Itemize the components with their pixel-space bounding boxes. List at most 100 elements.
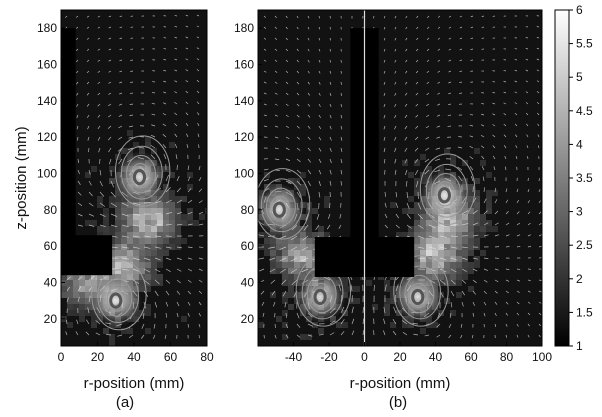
heatmap-cell — [384, 286, 390, 292]
heatmap-cell — [354, 286, 360, 292]
heatmap-cell — [169, 214, 175, 220]
heatmap-cell — [420, 220, 426, 226]
heatmap-cell — [450, 274, 456, 280]
heatmap-cell — [175, 226, 181, 232]
colorbar-tick-label: 5 — [576, 70, 583, 84]
y-tick-label: 100 — [37, 166, 57, 180]
heatmap-cell — [145, 238, 151, 244]
heatmap-cell — [151, 262, 157, 268]
heatmap-cell — [127, 238, 133, 244]
heatmap-cell — [336, 322, 342, 328]
heatmap-cell — [390, 202, 396, 208]
velocity-arrow — [470, 60, 473, 61]
heatmap-cell — [79, 316, 85, 322]
heatmap-cell — [121, 262, 127, 268]
velocity-arrow — [330, 16, 331, 18]
heatmap-cell — [426, 238, 432, 244]
y-tick-label: 80 — [44, 203, 58, 217]
heatmap-cell — [324, 202, 330, 208]
x-tick-label: 100 — [532, 350, 552, 364]
heatmap-cell — [300, 334, 306, 340]
heatmap-cell — [115, 220, 121, 226]
heatmap-cell — [432, 238, 438, 244]
heatmap-cell — [450, 244, 456, 250]
heatmap-cell — [139, 250, 145, 256]
heatmap-cell — [181, 196, 187, 202]
heatmap-cell — [67, 304, 73, 310]
colorbar-tick-label: 4 — [576, 137, 583, 151]
heatmap-cell — [169, 232, 175, 238]
heatmap-cell — [270, 250, 276, 256]
heatmap-cell — [480, 220, 486, 226]
colorbar-tick-label: 5.5 — [576, 37, 593, 51]
colorbar-tick-label: 4.5 — [576, 104, 593, 118]
y-tick-label: 60 — [241, 239, 255, 253]
heatmap-cell — [486, 196, 492, 202]
heatmap-cell — [450, 226, 456, 232]
y-tick-label: 140 — [37, 94, 57, 108]
heatmap-cell — [438, 274, 444, 280]
heatmap-cell — [163, 232, 169, 238]
heatmap-cell — [127, 130, 133, 136]
heatmap-cell — [420, 250, 426, 256]
heatmap-cell — [462, 232, 468, 238]
heatmap-cell — [67, 310, 73, 316]
heatmap-cell — [468, 232, 474, 238]
heatmap-cell — [97, 202, 103, 208]
heatmap-cell — [414, 226, 420, 232]
heatmap-cell — [420, 256, 426, 262]
heatmap-cell — [133, 208, 139, 214]
heatmap-cell — [157, 214, 163, 220]
heatmap-cell — [109, 196, 115, 202]
heatmap-cell — [456, 238, 462, 244]
heatmap-cell — [175, 232, 181, 238]
heatmap-cell — [127, 244, 133, 250]
heatmap-cell — [456, 226, 462, 232]
heatmap-cell — [318, 328, 324, 334]
heatmap-cell — [181, 214, 187, 220]
heatmap-cell — [474, 262, 480, 268]
heatmap-cell — [438, 232, 444, 238]
heatmap-cell — [294, 262, 300, 268]
heatmap-cell — [127, 214, 133, 220]
heatmap-cell — [480, 232, 486, 238]
heatmap-cell — [151, 226, 157, 232]
heatmap-cell — [342, 322, 348, 328]
heatmap-cell — [157, 274, 163, 280]
heatmap-cell — [145, 214, 151, 220]
heatmap-cell — [432, 244, 438, 250]
panel-a-label: (a) — [116, 394, 134, 411]
heatmap-cell — [103, 226, 109, 232]
heatmap-cell — [288, 280, 294, 286]
heatmap-cell — [163, 250, 169, 256]
y-tick-label: 140 — [234, 94, 254, 108]
heatmap-cell — [115, 250, 121, 256]
heatmap-cell — [151, 268, 157, 274]
heatmap-cell — [294, 250, 300, 256]
panel-a-xlabel: r-position (mm) — [84, 375, 185, 392]
heatmap-cell — [300, 238, 306, 244]
heatmap-cell — [157, 232, 163, 238]
heatmap-cell — [61, 286, 67, 292]
heatmap-cell — [300, 244, 306, 250]
y-tick-label: 20 — [44, 312, 58, 326]
heatmap-cell — [205, 208, 211, 214]
x-tick-label: 0 — [361, 350, 368, 364]
heatmap-cell — [115, 208, 121, 214]
heatmap-cell — [163, 214, 169, 220]
heatmap-cell — [384, 304, 390, 310]
heatmap-cell — [151, 214, 157, 220]
heatmap-cell — [264, 238, 270, 244]
heatmap-cell — [438, 238, 444, 244]
heatmap-cell — [282, 250, 288, 256]
panel-b-label: (b) — [389, 394, 407, 411]
heatmap-cell — [270, 244, 276, 250]
colorbar-tick-label: 3 — [576, 205, 583, 219]
heatmap-cell — [115, 226, 121, 232]
heatmap-cell — [294, 268, 300, 274]
heatmap-cell — [324, 196, 330, 202]
heatmap-cell — [139, 208, 145, 214]
heatmap-cell — [151, 256, 157, 262]
heatmap-cell — [474, 148, 480, 154]
heatmap-cell — [91, 322, 97, 328]
